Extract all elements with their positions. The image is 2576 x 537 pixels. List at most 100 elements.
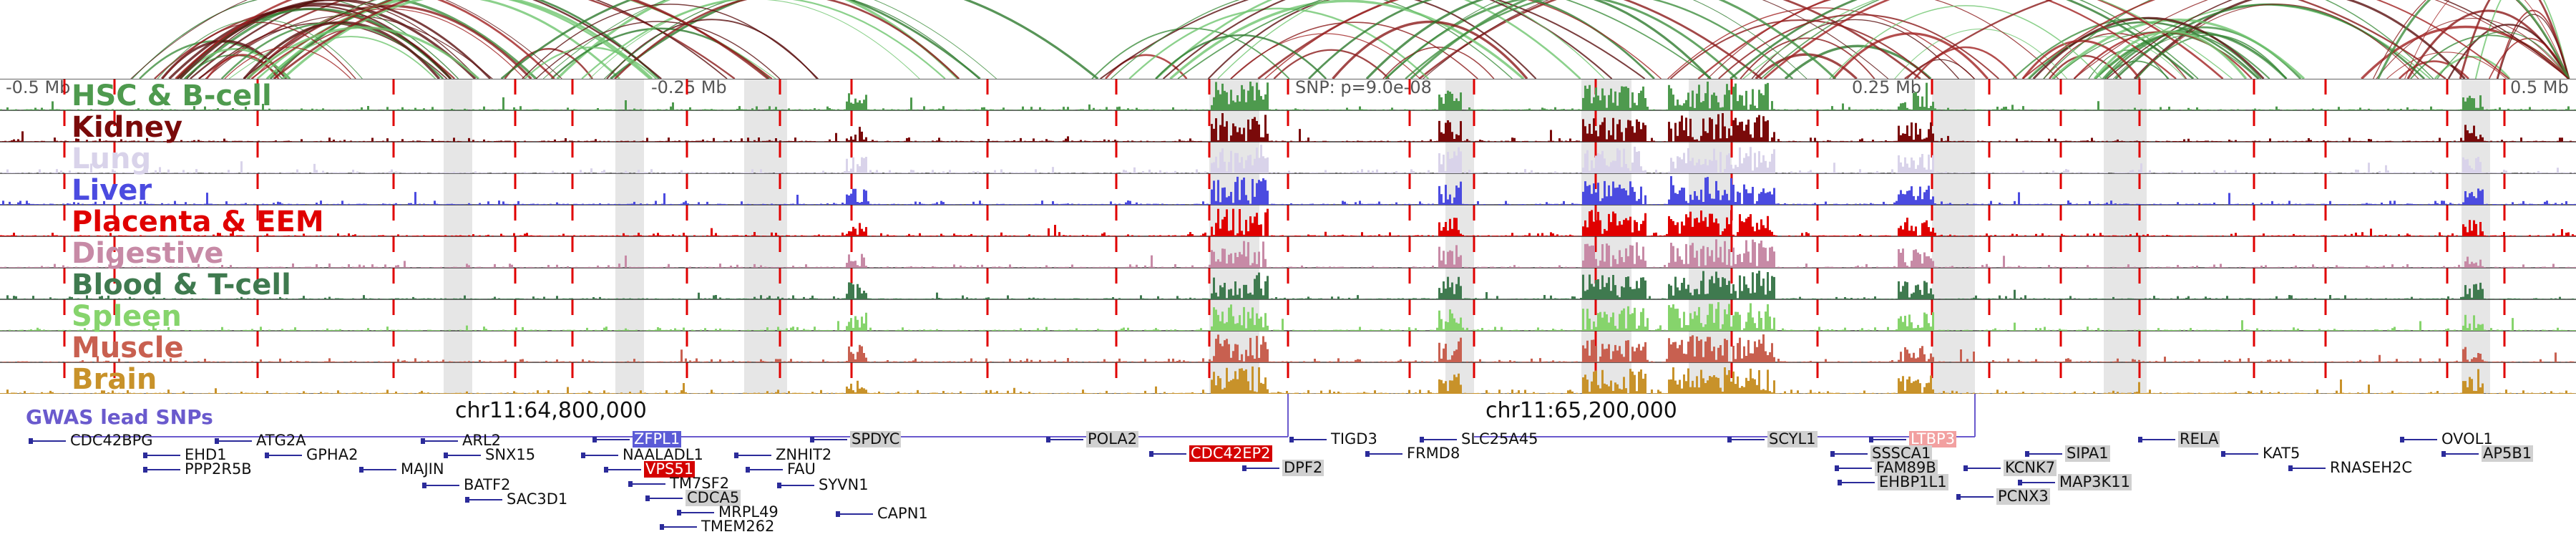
interaction-arc — [1418, 0, 1921, 79]
gene-label: TM7SF2 — [670, 475, 730, 492]
gene-label: MAJIN — [401, 460, 444, 478]
interaction-arc — [243, 21, 441, 79]
interaction-arc — [2497, 14, 2570, 79]
gene-label: KCNK7 — [2004, 459, 2057, 476]
interaction-arc — [130, 0, 562, 79]
gene-exon — [465, 497, 469, 503]
interaction-arc — [2474, 0, 2570, 79]
gene-exon — [1242, 465, 1246, 471]
interaction-arc — [1105, 54, 1188, 79]
signal-track — [0, 239, 2576, 268]
interaction-arc — [1217, 0, 1605, 79]
gene-label: EHBP1L1 — [1878, 473, 1948, 490]
gene-label: SIPA1 — [2065, 445, 2110, 462]
interaction-arc — [2032, 16, 2265, 79]
interaction-arc — [500, 0, 981, 79]
gene-exon — [421, 438, 425, 444]
interaction-arc — [243, 0, 728, 79]
gene-label: FRMD8 — [1407, 445, 1460, 462]
interaction-arc — [2021, 39, 2141, 79]
interaction-arc — [1264, 0, 1662, 79]
interaction-arc — [132, 0, 459, 79]
track-label: Placenta & EEM — [72, 205, 324, 238]
gene-label: AP5B1 — [2482, 445, 2534, 462]
gene-exon — [2138, 437, 2142, 442]
signal-track — [0, 176, 2576, 205]
track-label: Digestive — [72, 237, 224, 270]
interaction-arc — [2404, 0, 2570, 79]
gene-label: POLA2 — [1086, 430, 1139, 448]
interaction-arc — [1177, 0, 1712, 79]
interaction-arc — [1110, 0, 1513, 79]
gene-label: SNX15 — [485, 446, 536, 463]
interaction-arc — [535, 21, 781, 79]
interaction-arcs — [130, 0, 2570, 79]
gene-label: ZNHIT2 — [776, 446, 832, 463]
gene-exon — [1956, 494, 1961, 500]
interaction-arc — [1904, 0, 2446, 79]
signal-track — [0, 271, 2576, 299]
gene-exon — [2400, 437, 2404, 442]
gene-exon — [444, 453, 448, 458]
interaction-arc — [2051, 19, 2306, 79]
interaction-arc — [1385, 0, 1807, 79]
accessibility-tracks — [0, 79, 2576, 394]
interaction-arc — [1763, 0, 2224, 79]
gene-exon — [660, 524, 664, 530]
gene-label: ATG2A — [256, 432, 306, 449]
interaction-arc — [184, 0, 537, 79]
interaction-arc — [1669, 19, 1931, 79]
gene-exon — [29, 438, 33, 444]
interaction-arc — [2088, 49, 2168, 79]
interaction-arc — [2043, 0, 2434, 79]
interaction-arc — [1155, 34, 1327, 79]
interaction-arc — [610, 0, 1099, 79]
interaction-arc — [175, 0, 555, 79]
interaction-arc — [1128, 7, 1430, 79]
gene-exon — [1830, 451, 1835, 457]
gene-label: PPP2R5B — [185, 460, 252, 478]
track-label: Brain — [72, 363, 157, 396]
gene-exon — [143, 453, 147, 458]
signal-track — [0, 113, 2576, 142]
gene-exon — [581, 453, 585, 458]
gwas-lead-snps-label: GWAS lead SNPs — [26, 405, 213, 429]
gene-label: SPDYC — [850, 430, 902, 448]
track-label: Blood & T-cell — [72, 268, 291, 301]
interaction-arc — [2398, 60, 2469, 79]
gene-exon — [215, 438, 219, 444]
interaction-arc — [1697, 0, 2177, 79]
gene-exon — [1727, 437, 1732, 442]
gene-label: KAT5 — [2263, 445, 2301, 462]
gene-label: TIGD3 — [1331, 430, 1377, 448]
interaction-arc — [179, 0, 492, 79]
signal-track — [0, 208, 2576, 236]
gene-label: VPS51 — [644, 460, 696, 478]
interaction-arc — [1207, 0, 1537, 79]
interaction-arc — [247, 4, 532, 79]
gene-exon — [1869, 437, 1873, 442]
interaction-arc — [1760, 0, 2199, 79]
gene-label: SYVN1 — [819, 476, 869, 493]
coordinate-label-2: chr11:65,200,000 — [1485, 398, 1677, 423]
gene-label: RNASEH2C — [2330, 459, 2413, 476]
gene-label: SCYL1 — [1767, 430, 1818, 448]
interaction-arc — [1729, 0, 2195, 79]
gene-label: SLC25A45 — [1461, 430, 1538, 448]
gene-exon — [265, 453, 269, 458]
interaction-arc — [1155, 0, 1581, 79]
interaction-arc — [2377, 0, 2570, 79]
interaction-arc — [2049, 54, 2122, 79]
gene-exon — [645, 495, 650, 501]
gene-label: DPF2 — [1282, 459, 1324, 476]
gene-exon — [2441, 451, 2446, 457]
gene-label: RELA — [2178, 430, 2220, 448]
coordinate-label-1: chr11:64,800,000 — [455, 398, 647, 423]
gene-label: TMEM262 — [701, 518, 775, 535]
gene-label: FAM89B — [1875, 459, 1938, 476]
gene-label: GPHA2 — [306, 446, 358, 463]
interaction-arc — [1382, 47, 1495, 79]
interaction-arc — [522, 4, 819, 79]
gene-label: MAP3K11 — [2058, 473, 2132, 490]
interaction-arc — [224, 47, 351, 79]
